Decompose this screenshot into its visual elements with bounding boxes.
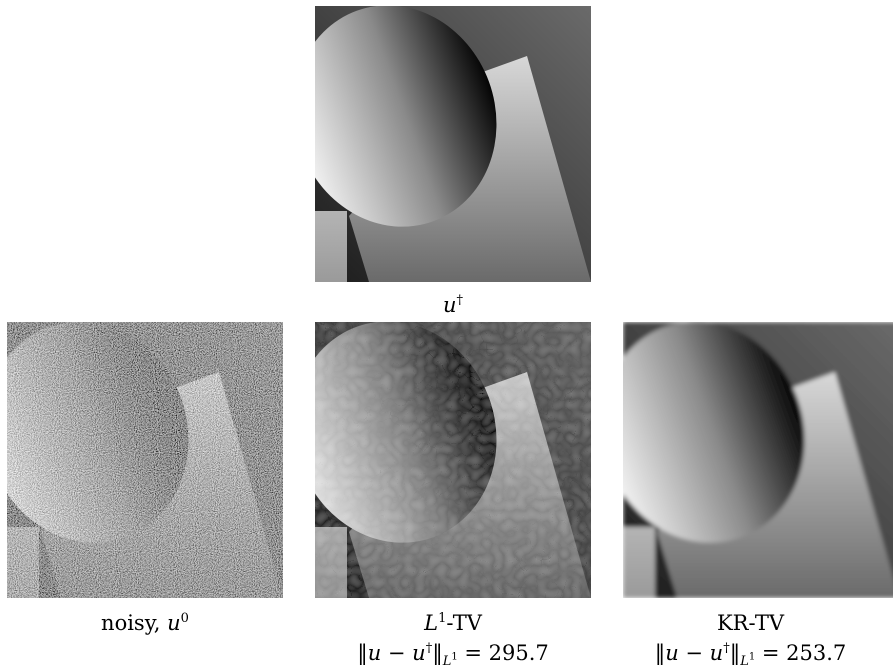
l1-tv-image — [315, 322, 591, 598]
kr-tv-method-label: KR-TV — [716, 611, 785, 635]
noisy-image — [7, 322, 283, 598]
ground-truth-caption: u† — [442, 293, 464, 317]
l1-tv-caption: L1-TV ‖u − u†‖L1 = 295.7 — [300, 610, 606, 669]
kr-tv-image — [623, 322, 893, 598]
l1-tv-error-label: ‖u − u†‖L1 = 295.7 — [357, 641, 549, 669]
ground-truth-image — [315, 6, 591, 282]
kr-tv-caption: KR-TV ‖u − u†‖L1 = 253.7 — [608, 610, 893, 669]
l1-tv-method-label: L1-TV — [424, 611, 482, 635]
noisy-caption: noisy, u0 — [101, 611, 189, 635]
kr-tv-error-label: ‖u − u†‖L1 = 253.7 — [654, 641, 847, 669]
